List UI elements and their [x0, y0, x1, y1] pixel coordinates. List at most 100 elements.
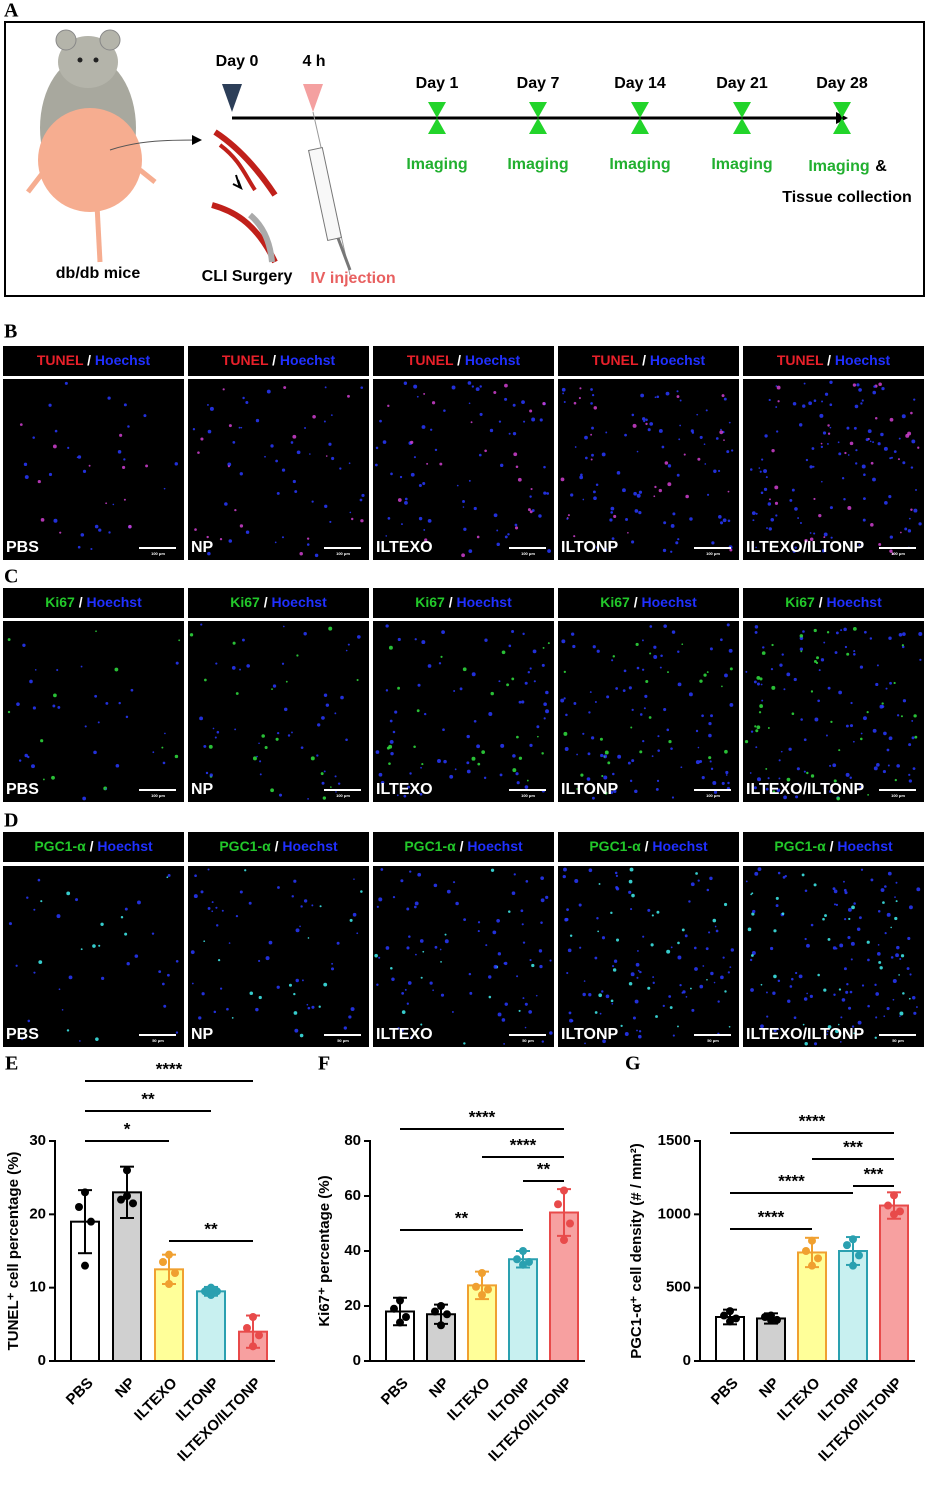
cell-dot [813, 532, 816, 535]
cell-dot [904, 527, 908, 531]
cell-dot [531, 963, 535, 968]
cell-dot [592, 490, 596, 494]
cell-dot [500, 743, 505, 748]
cell-dot [690, 882, 695, 887]
cell-dot [488, 995, 492, 999]
cell-dot [642, 739, 645, 743]
cell-dot [872, 477, 876, 482]
cell-dot [408, 935, 411, 938]
cell-dot [175, 1031, 179, 1034]
image-header-text: PGC1-α / Hoechst [774, 838, 893, 854]
cell-dot [215, 924, 219, 927]
cell-dot [276, 985, 280, 989]
micrograph [743, 866, 924, 1047]
cell-dot [660, 654, 663, 658]
cell-dot [691, 1008, 695, 1012]
header-part: / [823, 352, 831, 368]
cell-dot [900, 954, 905, 958]
cell-dot [590, 388, 593, 391]
cell-dot [256, 755, 258, 758]
cell-dot [437, 759, 441, 763]
cell-dot [524, 785, 529, 789]
micrograph [558, 621, 739, 802]
cell-dot [496, 529, 499, 532]
cell-dot [468, 402, 471, 405]
cell-dot [639, 713, 643, 716]
cell-dot [392, 896, 396, 899]
header-part: TUNEL [777, 352, 824, 368]
cell-dot [348, 462, 351, 465]
cell-dot [567, 514, 570, 517]
cell-dot [29, 679, 33, 684]
header-part: PGC1-α [404, 838, 456, 854]
cell-dot [856, 383, 860, 387]
cell-dot [98, 944, 101, 947]
cell-dot [498, 680, 501, 683]
cell-dot [268, 940, 273, 945]
cell-dot [303, 899, 308, 903]
cell-dot [861, 399, 864, 402]
cell-dot [860, 732, 863, 735]
cell-dot [671, 796, 675, 799]
cell-dot [323, 982, 328, 987]
data-point [554, 1200, 562, 1209]
cell-dot [330, 786, 332, 788]
cell-dot [639, 750, 643, 754]
cell-dot [800, 718, 803, 721]
cell-dot [879, 966, 883, 970]
cell-dot [334, 712, 337, 715]
cell-dot [527, 508, 531, 512]
cell-dot [764, 434, 768, 438]
day-label: Day 14 [614, 75, 666, 92]
cell-dot [517, 477, 522, 482]
cell-dot [452, 881, 456, 884]
cell-dot [418, 483, 422, 487]
cell-dot [616, 471, 621, 475]
cell-dot [66, 891, 71, 896]
cell-dot [719, 430, 724, 435]
cell-dot [288, 983, 292, 987]
data-point [81, 1261, 89, 1270]
image-header [743, 588, 924, 618]
cell-dot [796, 767, 800, 771]
cell-dot [872, 390, 877, 395]
cell-dot [885, 687, 888, 690]
cell-dot [248, 901, 252, 905]
data-point [213, 1287, 221, 1296]
cell-dot [390, 966, 393, 970]
cell-dot [605, 431, 608, 434]
cell-dot [688, 900, 691, 903]
cell-dot [916, 1006, 918, 1008]
cell-dot [705, 409, 708, 412]
cell-dot [105, 502, 108, 505]
cell-dot [601, 936, 606, 940]
cell-dot [511, 677, 515, 681]
cell-dot [872, 441, 875, 444]
cell-dot [705, 947, 709, 951]
cell-dot [809, 994, 813, 998]
cell-dot [570, 632, 575, 636]
cell-dot [226, 1007, 229, 1011]
cell-dot [854, 549, 857, 552]
cell-dot [599, 1012, 602, 1015]
cell-dot [636, 1029, 638, 1032]
cell-dot [400, 1027, 404, 1032]
cell-dot [48, 403, 52, 407]
cell-dot [730, 948, 734, 952]
cell-dot [454, 768, 457, 771]
cell-dot [516, 781, 520, 785]
cell-dot [473, 719, 477, 723]
cell-dot [798, 423, 803, 427]
cell-dot [713, 790, 718, 794]
cell-dot [853, 653, 856, 656]
cell-dot [421, 425, 426, 429]
cell-dot [886, 748, 890, 752]
cell-dot [878, 542, 882, 546]
panel-letter: A [4, 0, 19, 22]
cell-dot [222, 388, 225, 391]
cell-dot [693, 946, 697, 950]
cell-dot [31, 764, 35, 769]
header-part: Hoechst [831, 352, 890, 368]
cell-dot [849, 990, 853, 994]
cell-dot [882, 901, 885, 904]
